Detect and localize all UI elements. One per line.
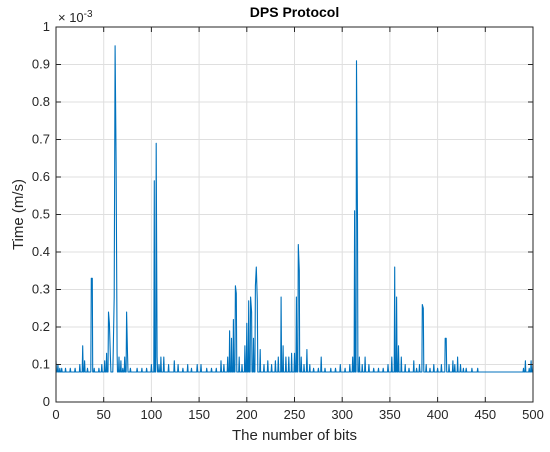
y-tick-label: 0.5 (32, 207, 50, 222)
y-tick-label: 0.9 (32, 57, 50, 72)
x-tick-label: 150 (188, 407, 210, 422)
chart-title: DPS Protocol (250, 4, 339, 20)
tick-layer: 0 50 100 150 200 250 300 350 400 450 500 0 0.1 0.2 0.3… (32, 19, 544, 422)
y-tick-label: 0.1 (32, 357, 50, 372)
y-axis-exponent-base: × 10 (58, 10, 84, 25)
x-tick-label: 350 (379, 407, 401, 422)
x-tick-label: 0 (52, 407, 59, 422)
series-line (55, 45, 534, 373)
x-tick-label: 200 (236, 407, 258, 422)
plot-area (55, 45, 534, 373)
y-tick-label: 0.2 (32, 319, 50, 334)
y-tick-label: 0.7 (32, 132, 50, 147)
x-tick-label: 500 (522, 407, 544, 422)
y-tick-label: 0.4 (32, 244, 50, 259)
x-tick-label: 400 (427, 407, 449, 422)
y-axis-exponent: × 10-3 (58, 9, 93, 25)
y-tick-label: 1 (43, 19, 50, 34)
x-tick-label: 450 (474, 407, 496, 422)
x-axis-label: The number of bits (232, 427, 357, 444)
y-tick-label: 0.8 (32, 94, 50, 109)
y-tick-label: 0.6 (32, 169, 50, 184)
y-axis-label: Time (m/s) (10, 179, 27, 250)
x-tick-label: 250 (284, 407, 306, 422)
x-tick-label: 50 (96, 407, 110, 422)
y-axis-exponent-power: -3 (84, 9, 93, 20)
x-tick-label: 100 (141, 407, 163, 422)
x-tick-label: 300 (331, 407, 353, 422)
y-tick-label: 0.3 (32, 282, 50, 297)
y-tick-label: 0 (43, 394, 50, 409)
